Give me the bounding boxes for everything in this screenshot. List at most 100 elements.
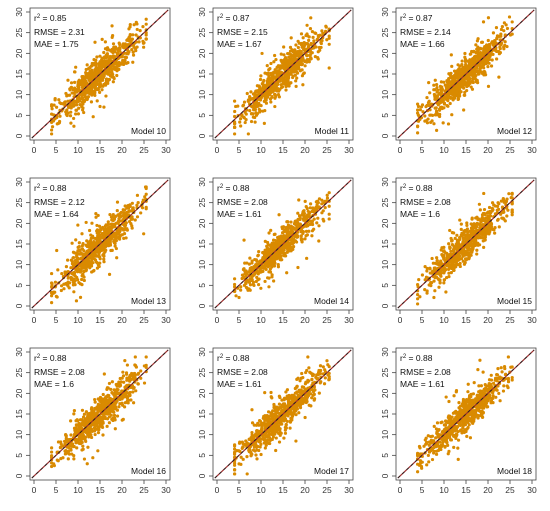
data-point	[111, 212, 115, 217]
data-point	[508, 33, 513, 37]
data-point	[94, 260, 99, 264]
data-point	[267, 270, 271, 274]
data-point	[496, 217, 500, 221]
data-point	[102, 74, 106, 78]
data-point	[239, 124, 243, 128]
data-point	[305, 60, 309, 64]
data-point	[100, 63, 104, 67]
data-point	[102, 254, 106, 258]
data-point	[250, 278, 254, 283]
data-point	[91, 456, 95, 460]
data-point	[448, 245, 452, 249]
rmse-label: RMSE = 2.14	[400, 27, 451, 37]
data-point	[497, 34, 501, 38]
data-point	[248, 283, 253, 287]
data-point	[113, 67, 118, 72]
data-point	[272, 232, 276, 237]
data-point	[95, 55, 99, 59]
x-tick-label: 10	[73, 145, 83, 155]
data-point	[478, 53, 482, 57]
data-point	[446, 122, 451, 126]
data-point	[293, 73, 297, 77]
data-point	[325, 196, 330, 200]
data-point	[477, 222, 481, 227]
data-point	[272, 60, 276, 64]
data-point	[468, 81, 472, 85]
data-point	[96, 213, 100, 218]
data-point	[433, 97, 437, 101]
data-point	[447, 242, 451, 246]
data-point	[269, 100, 273, 104]
data-point	[256, 262, 260, 266]
data-point	[303, 237, 307, 241]
data-point	[505, 214, 509, 218]
data-point	[96, 87, 100, 92]
data-point	[50, 301, 54, 305]
data-point	[270, 95, 274, 99]
data-point	[438, 278, 442, 282]
data-point	[90, 221, 94, 225]
data-point	[98, 79, 102, 84]
data-point	[66, 99, 70, 103]
x-tick-label: 20	[483, 315, 493, 325]
data-point	[481, 20, 486, 24]
data-point	[450, 230, 454, 235]
data-point	[81, 84, 85, 88]
data-point	[462, 80, 466, 84]
y-tick-label: 10	[14, 430, 24, 440]
data-point	[476, 217, 481, 221]
data-point	[303, 217, 308, 221]
data-point	[325, 193, 329, 197]
data-point	[125, 228, 129, 232]
data-point	[107, 272, 112, 276]
data-point	[427, 99, 431, 103]
data-point	[481, 236, 485, 240]
data-point	[286, 245, 290, 249]
y-tick-label: 10	[197, 260, 207, 270]
data-point	[256, 254, 260, 258]
data-point	[303, 64, 307, 68]
data-point	[308, 26, 313, 31]
data-point	[262, 121, 266, 125]
data-point	[63, 102, 67, 107]
data-point	[471, 226, 475, 230]
data-point	[72, 412, 76, 416]
data-point	[126, 203, 130, 208]
data-point	[277, 237, 281, 242]
data-point	[90, 89, 95, 93]
data-point	[470, 233, 474, 237]
r-squared-label: r2 = 0.87	[217, 13, 250, 23]
data-point	[476, 80, 480, 85]
data-point	[464, 69, 468, 73]
data-point	[100, 88, 104, 92]
data-point	[95, 223, 99, 228]
data-point	[75, 270, 80, 274]
x-tick-label: 20	[300, 145, 310, 155]
data-point	[50, 446, 54, 450]
data-point	[487, 47, 492, 51]
data-point	[71, 250, 76, 254]
data-point	[123, 58, 127, 62]
data-point	[233, 121, 237, 126]
data-point	[491, 43, 495, 47]
data-point	[104, 248, 108, 252]
data-point	[327, 66, 331, 70]
data-point	[128, 33, 132, 37]
x-tick-label: 10	[256, 315, 266, 325]
data-point	[84, 220, 88, 225]
x-tick-label: 25	[322, 315, 332, 325]
data-point	[442, 101, 447, 105]
data-point	[327, 42, 331, 46]
data-point	[103, 224, 107, 228]
data-point	[279, 239, 283, 244]
data-point	[258, 86, 262, 90]
data-point	[84, 417, 89, 421]
data-point	[475, 39, 480, 43]
data-point	[313, 45, 318, 49]
data-point	[296, 45, 300, 50]
data-point	[98, 54, 102, 58]
y-tick-label: 30	[197, 177, 207, 187]
data-point	[417, 278, 421, 282]
